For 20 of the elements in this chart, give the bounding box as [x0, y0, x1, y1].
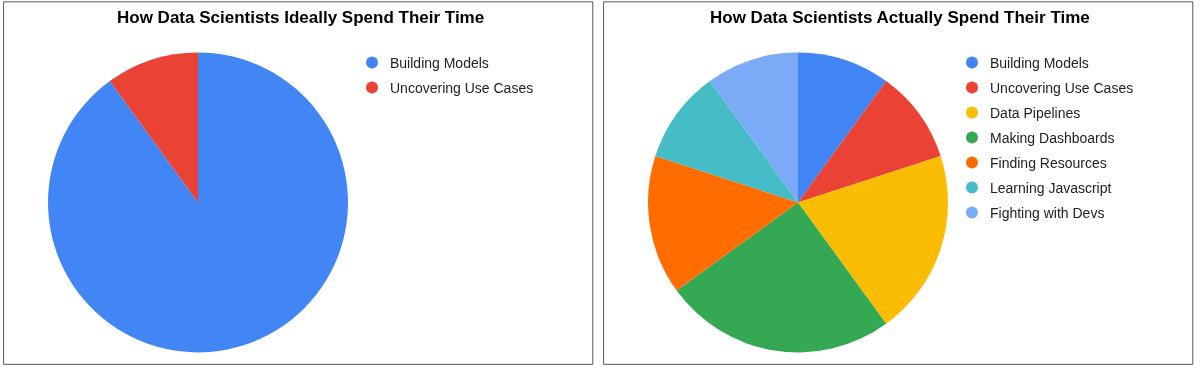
pie-slice — [655, 81, 798, 203]
legend-label: Uncovering Use Cases — [390, 80, 534, 96]
chart-title: How Data Scientists Ideally Spend Their Time — [117, 8, 485, 27]
legend-label: Finding Resources — [990, 155, 1107, 171]
legend-label: Uncovering Use Cases — [990, 80, 1134, 96]
pie-slice — [798, 81, 941, 203]
legend-label: Making Dashboards — [990, 130, 1115, 146]
pie-slice — [48, 52, 348, 353]
pie-slice — [109, 52, 198, 203]
pie-slice — [798, 52, 887, 203]
pie-slice — [676, 202, 887, 353]
legend-label: Data Pipelines — [990, 105, 1081, 121]
pie-slice — [648, 156, 798, 291]
legend-label: Learning Javascript — [990, 180, 1112, 196]
legend-label: Fighting with Devs — [990, 205, 1105, 221]
legend-label: Building Models — [990, 55, 1089, 71]
pie-slice — [709, 52, 798, 203]
legend-label: Building Models — [390, 55, 489, 71]
pie-slice — [798, 156, 948, 324]
chart-title: How Data Scientists Actually Spend Their Time — [710, 8, 1090, 27]
